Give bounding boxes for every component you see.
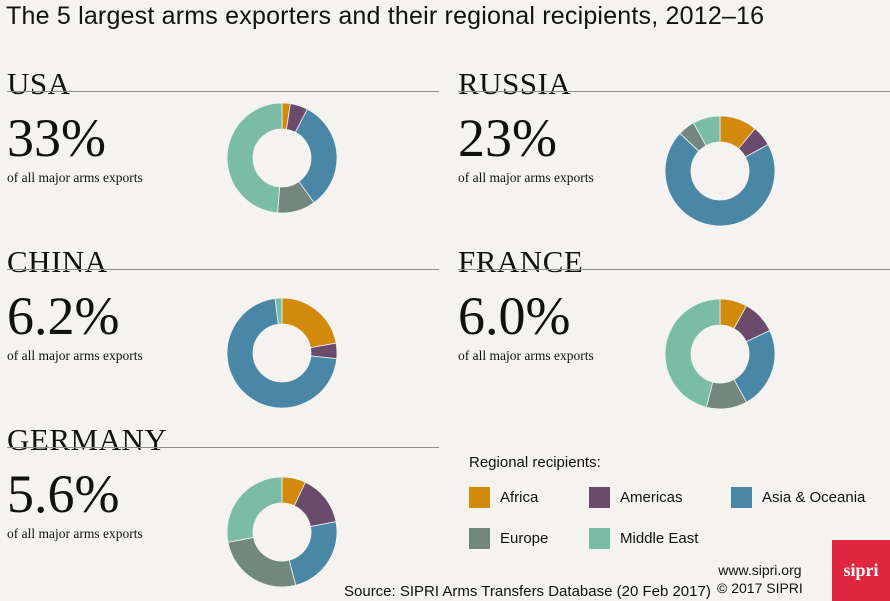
share-value: 33%	[7, 108, 106, 168]
share-caption: of all major arms exports	[458, 348, 594, 363]
slice-asia-oceania	[664, 132, 776, 227]
share-value: 5.6%	[7, 464, 120, 524]
donut-chart-china	[224, 295, 340, 411]
donut-svg	[664, 298, 776, 410]
donut-svg	[226, 476, 338, 588]
country-name: GERMANY	[7, 422, 168, 457]
country-name: CHINA	[7, 244, 108, 279]
divider	[458, 91, 890, 92]
donut-chart-france	[662, 296, 778, 412]
divider	[458, 269, 890, 270]
slice-asia-oceania	[226, 297, 338, 409]
slice-europe	[227, 536, 297, 588]
copyright-text: © 2017 SIPRI	[717, 580, 803, 596]
legend-swatch	[589, 528, 610, 549]
legend-item-middle-east: Middle East	[589, 528, 698, 549]
country-name: FRANCE	[458, 244, 584, 279]
legend-swatch	[731, 487, 752, 508]
slice-middle-east	[664, 298, 721, 408]
share-caption: of all major arms exports	[7, 348, 143, 363]
panel-germany: GERMANY 5.6% of all major arms exports	[7, 422, 439, 588]
slice-asia-oceania	[288, 521, 338, 586]
legend-title: Regional recipients:	[469, 454, 601, 471]
legend-swatch	[469, 487, 490, 508]
legend-label: Middle East	[620, 530, 699, 547]
share-caption: of all major arms exports	[7, 526, 143, 541]
donut-chart-germany	[224, 474, 340, 590]
legend-item-americas: Americas	[589, 487, 683, 508]
slice-middle-east	[274, 297, 283, 325]
legend-swatch	[589, 487, 610, 508]
page-title: The 5 largest arms exporters and their r…	[6, 2, 765, 30]
legend-label: Americas	[620, 489, 683, 506]
donut-chart-russia	[662, 113, 778, 229]
donut-chart-usa	[224, 100, 340, 216]
share-value: 23%	[458, 108, 557, 168]
credits: www.sipri.org © 2017 SIPRI	[717, 561, 803, 597]
panel-france: FRANCE 6.0% of all major arms exports	[458, 244, 890, 410]
legend-item-asia-oceania: Asia & Oceania	[731, 487, 865, 508]
sipri-logo: sipri	[832, 540, 890, 601]
slice-middle-east	[226, 476, 283, 543]
panel-china: CHINA 6.2% of all major arms exports	[7, 244, 439, 409]
share-value: 6.0%	[458, 286, 571, 346]
slice-africa	[281, 297, 337, 349]
legend-label: Africa	[500, 489, 539, 506]
slice-middle-east	[692, 115, 721, 147]
divider	[7, 91, 439, 92]
donut-svg	[226, 102, 338, 214]
legend-label: Asia & Oceania	[762, 489, 866, 506]
panel-usa: USA 33% of all major arms exports	[7, 66, 439, 226]
country-name: RUSSIA	[458, 66, 572, 101]
divider	[7, 447, 439, 448]
divider	[7, 269, 439, 270]
panel-russia: RUSSIA 23% of all major arms exports	[458, 66, 890, 229]
share-caption: of all major arms exports	[458, 170, 594, 185]
website-link[interactable]: www.sipri.org	[718, 562, 802, 578]
share-caption: of all major arms exports	[7, 170, 143, 185]
donut-svg	[226, 297, 338, 409]
source-note: Source: SIPRI Arms Transfers Database (2…	[344, 583, 711, 600]
slice-asia-oceania	[294, 108, 338, 204]
legend-label: Europe	[500, 530, 549, 547]
legend-swatch	[469, 528, 490, 549]
legend-item-europe: Europe	[469, 528, 548, 549]
slice-middle-east	[226, 102, 283, 214]
donut-svg	[664, 115, 776, 227]
share-value: 6.2%	[7, 286, 120, 346]
legend-item-africa: Africa	[469, 487, 538, 508]
country-name: USA	[7, 66, 71, 101]
